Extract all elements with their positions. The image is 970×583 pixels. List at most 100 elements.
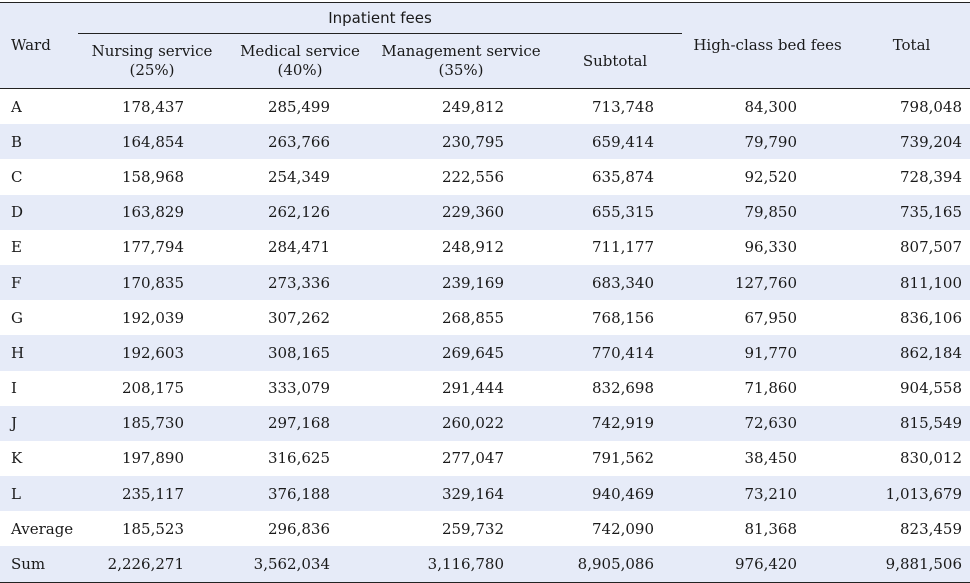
cell-ward: Sum [0,546,78,583]
cell-medical: 262,126 [226,194,374,230]
cell-nursing: 158,968 [121,167,184,186]
cell-high-class: 976,420 [682,546,854,583]
cell-high-class: 79,850 [682,194,854,230]
cell-subtotal: 635,874 [591,167,655,186]
table-header: Ward Inpatient fees High-class bed fees … [0,2,970,89]
cell-subtotal: 791,562 [591,449,655,468]
cell-total: 811,100 [853,264,970,301]
cell-ward: I [11,379,17,398]
table-row: J 185,730 297,168 260,022 742,919 72,630 815,5… [0,405,970,441]
cell-management: 222,556 [441,167,504,186]
cell-ward: H [0,335,78,371]
cell-nursing: 185,730 [78,405,226,441]
col-header-total: Total [853,2,970,89]
cell-medical: 308,165 [226,335,374,371]
cell-total: 739,204 [853,124,970,160]
cell-subtotal: 8,905,086 [548,546,683,583]
cell-medical: 376,188 [226,476,374,512]
medical-label: Medical service [240,42,360,60]
cell-management: 239,169 [374,264,548,301]
cell-total: 807,507 [899,238,963,257]
cell-total: 815,549 [853,405,970,441]
cell-ward: C [11,167,23,186]
table-row: A 178,437 285,499 249,812 713,748 84,300 798,0… [0,89,970,125]
cell-subtotal: 832,698 [591,379,655,398]
col-header-management: Management service (35%) [374,33,548,89]
cell-management: 268,855 [441,308,504,327]
cell-total: 862,184 [853,335,970,371]
cell-subtotal: 713,748 [591,97,655,116]
cell-medical: 296,836 [267,519,330,538]
cell-subtotal: 742,090 [591,519,655,538]
cell-management: 248,912 [441,238,504,257]
cell-total: 836,106 [899,308,963,327]
cell-management: 229,360 [374,194,548,230]
cell-nursing: 177,794 [121,238,184,257]
cell-medical: 263,766 [226,124,374,160]
cell-medical: 333,079 [267,379,330,398]
cell-ward: A [11,97,22,116]
cell-medical: 3,562,034 [226,546,374,583]
cell-nursing: 2,226,271 [78,546,226,583]
table-row: L 235,117 376,188 329,164 940,469 73,210 1,013… [0,476,970,512]
cell-ward: K [11,449,23,468]
cell-ward: D [0,194,78,230]
cell-high-class: 127,760 [682,264,854,301]
cell-ward: L [0,476,78,512]
table-body: A 178,437 285,499 249,812 713,748 84,300 798,0… [0,89,970,583]
cell-total: 798,048 [899,97,963,116]
cell-nursing: 208,175 [121,379,184,398]
management-pct: (35%) [438,61,484,79]
cell-total: 735,165 [853,194,970,230]
cell-medical: 285,499 [267,97,330,116]
cell-high-class: 81,368 [744,519,798,538]
cell-nursing: 185,523 [121,519,184,538]
cell-management: 260,022 [374,405,548,441]
cell-subtotal: 711,177 [591,238,655,257]
cell-ward: Average [11,519,74,538]
cell-high-class: 92,520 [744,167,798,186]
cell-nursing: 192,603 [78,335,226,371]
table-row: Average 185,523 296,836 259,732 742,090 81,36… [0,511,970,546]
nursing-label: Nursing service [91,42,213,60]
table-row: Sum 2,226,271 3,562,034 3,116,780 8,905,086 9… [0,546,970,583]
table-row: H 192,603 308,165 269,645 770,414 91,770 862,1… [0,335,970,371]
cell-nursing: 192,039 [121,308,184,327]
cell-high-class: 96,330 [744,238,798,257]
cell-medical: 254,349 [267,167,330,186]
cell-medical: 297,168 [226,405,374,441]
table-row: B 164,854 263,766 230,795 659,414 79,790 739,2… [0,124,970,160]
cell-total: 823,459 [899,519,963,538]
cell-ward: B [0,124,78,160]
cell-management: 249,812 [441,97,504,116]
cell-nursing: 197,890 [121,449,184,468]
cell-medical: 284,471 [267,238,330,257]
cell-nursing: 178,437 [121,97,184,116]
cell-subtotal: 940,469 [548,476,683,512]
cell-high-class: 67,950 [744,308,798,327]
cell-subtotal: 683,340 [548,264,683,301]
cell-ward: J [0,405,78,441]
nursing-pct: (25%) [129,61,175,79]
cell-subtotal: 659,414 [548,124,683,160]
cell-subtotal: 742,919 [548,405,683,441]
table-row: I 208,175 333,079 291,444 832,698 71,860 904,5… [0,371,970,406]
cell-medical: 273,336 [226,264,374,301]
table-row: K 197,890 316,625 277,047 791,562 38,450 830,0… [0,441,970,476]
cell-management: 329,164 [374,476,548,512]
col-header-medical: Medical service (40%) [226,33,374,89]
cell-total: 9,881,506 [853,546,970,583]
cell-high-class: 71,860 [744,379,798,398]
medical-pct: (40%) [277,61,323,79]
cell-total: 1,013,679 [853,476,970,512]
col-header-inpatient-fees: Inpatient fees [78,2,683,34]
cell-management: 269,645 [374,335,548,371]
cell-nursing: 170,835 [78,264,226,301]
cell-management: 291,444 [441,379,504,398]
cell-medical: 307,262 [267,308,330,327]
cell-ward: F [0,264,78,301]
cell-ward: G [11,308,23,327]
cell-high-class: 84,300 [744,97,798,116]
cell-high-class: 72,630 [682,405,854,441]
cell-management: 277,047 [441,449,504,468]
